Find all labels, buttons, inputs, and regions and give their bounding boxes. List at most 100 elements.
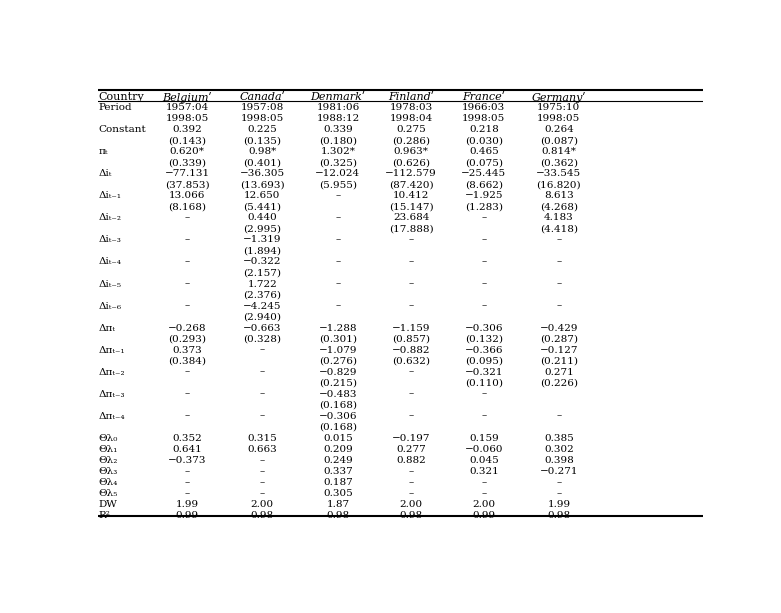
Text: –: – <box>259 455 265 465</box>
Text: 0.337: 0.337 <box>323 466 353 476</box>
Text: 1998:05: 1998:05 <box>166 114 209 123</box>
Text: (0.301): (0.301) <box>319 335 357 343</box>
Text: 4.183: 4.183 <box>544 213 574 223</box>
Text: Θλ₁: Θλ₁ <box>99 444 118 454</box>
Text: (0.401): (0.401) <box>243 158 281 167</box>
Text: (0.215): (0.215) <box>319 379 357 387</box>
Text: 1.87: 1.87 <box>326 500 349 509</box>
Text: 1.302*: 1.302* <box>320 147 355 156</box>
Text: 1998:04: 1998:04 <box>390 114 433 123</box>
Text: –: – <box>408 235 414 245</box>
Text: –: – <box>556 235 562 245</box>
Text: 0.99: 0.99 <box>176 511 199 520</box>
Text: (17.888): (17.888) <box>389 224 433 234</box>
Text: Θλ₃: Θλ₃ <box>99 466 118 476</box>
Text: DW: DW <box>99 500 118 509</box>
Text: Germanyʹ: Germanyʹ <box>532 92 586 103</box>
Text: Θλ₄: Θλ₄ <box>99 478 118 487</box>
Text: −0.429: −0.429 <box>540 324 578 333</box>
Text: 0.98: 0.98 <box>400 511 423 520</box>
Text: 1957:04: 1957:04 <box>166 104 209 112</box>
Text: (0.325): (0.325) <box>319 158 357 167</box>
Text: 0.373: 0.373 <box>173 346 202 354</box>
Text: −25.445: −25.445 <box>462 169 506 178</box>
Text: –: – <box>481 235 487 245</box>
Text: –: – <box>184 302 190 311</box>
Text: (1.283): (1.283) <box>465 202 503 211</box>
Text: (5.955): (5.955) <box>319 180 357 189</box>
Text: −0.829: −0.829 <box>319 368 357 376</box>
Text: (0.087): (0.087) <box>540 136 578 145</box>
Text: 0.465: 0.465 <box>469 147 498 156</box>
Text: 0.963*: 0.963* <box>394 147 429 156</box>
Text: −36.305: −36.305 <box>240 169 285 178</box>
Text: (0.339): (0.339) <box>168 158 206 167</box>
Text: −33.545: −33.545 <box>537 169 581 178</box>
Text: (87.420): (87.420) <box>389 180 433 189</box>
Text: –: – <box>556 489 562 498</box>
Text: Δπₜ₋₁: Δπₜ₋₁ <box>99 346 126 354</box>
Text: (2.376): (2.376) <box>243 291 281 300</box>
Text: 2.00: 2.00 <box>473 500 495 509</box>
Text: 0.339: 0.339 <box>323 125 353 134</box>
Text: (37.853): (37.853) <box>165 180 209 189</box>
Text: –: – <box>335 257 341 267</box>
Text: (2.995): (2.995) <box>243 224 281 234</box>
Text: –: – <box>259 346 265 354</box>
Text: (0.287): (0.287) <box>540 335 578 343</box>
Text: 0.663: 0.663 <box>248 444 277 454</box>
Text: 13.066: 13.066 <box>169 191 205 200</box>
Text: –: – <box>335 235 341 245</box>
Text: −0.127: −0.127 <box>540 346 578 354</box>
Text: 0.277: 0.277 <box>396 444 426 454</box>
Text: –: – <box>556 280 562 289</box>
Text: Belgiumʹ: Belgiumʹ <box>162 92 212 103</box>
Text: (4.268): (4.268) <box>540 202 578 211</box>
Text: 1998:05: 1998:05 <box>241 114 284 123</box>
Text: −1.079: −1.079 <box>319 346 357 354</box>
Text: (0.095): (0.095) <box>465 357 503 365</box>
Text: 0.187: 0.187 <box>323 478 353 487</box>
Text: (0.075): (0.075) <box>465 158 503 167</box>
Text: (0.168): (0.168) <box>319 423 357 432</box>
Text: 1975:10: 1975:10 <box>537 104 580 112</box>
Text: Denmarkʹ: Denmarkʹ <box>310 92 366 102</box>
Text: –: – <box>481 478 487 487</box>
Text: –: – <box>556 412 562 421</box>
Text: Δiₜ₋₃: Δiₜ₋₃ <box>99 235 122 245</box>
Text: 0.264: 0.264 <box>544 125 574 134</box>
Text: 0.98: 0.98 <box>547 511 570 520</box>
Text: –: – <box>259 466 265 476</box>
Text: –: – <box>481 390 487 398</box>
Text: (0.030): (0.030) <box>465 136 503 145</box>
Text: −0.268: −0.268 <box>168 324 206 333</box>
Text: Θλ₀: Θλ₀ <box>99 434 118 443</box>
Text: Δπₜ: Δπₜ <box>99 324 116 333</box>
Text: 1.722: 1.722 <box>248 280 277 289</box>
Text: Δiₜ₋₄: Δiₜ₋₄ <box>99 257 122 267</box>
Text: (0.293): (0.293) <box>168 335 206 343</box>
Text: 10.412: 10.412 <box>393 191 430 200</box>
Text: Δiₜ₋₅: Δiₜ₋₅ <box>99 280 122 289</box>
Text: 0.882: 0.882 <box>396 455 426 465</box>
Text: Constant: Constant <box>99 125 147 134</box>
Text: –: – <box>184 466 190 476</box>
Text: R²: R² <box>99 511 111 520</box>
Text: –: – <box>408 368 414 376</box>
Text: –: – <box>408 390 414 398</box>
Text: (0.384): (0.384) <box>168 357 206 365</box>
Text: –: – <box>335 191 341 200</box>
Text: (0.226): (0.226) <box>540 379 578 387</box>
Text: 1966:03: 1966:03 <box>462 104 505 112</box>
Text: –: – <box>408 412 414 421</box>
Text: 0.275: 0.275 <box>396 125 426 134</box>
Text: –: – <box>184 235 190 245</box>
Text: –: – <box>408 302 414 311</box>
Text: (1.894): (1.894) <box>243 246 281 256</box>
Text: –: – <box>259 390 265 398</box>
Text: (8.662): (8.662) <box>465 180 503 189</box>
Text: −4.245: −4.245 <box>243 302 281 311</box>
Text: 0.015: 0.015 <box>323 434 353 443</box>
Text: 0.302: 0.302 <box>544 444 574 454</box>
Text: Finlandʹ: Finlandʹ <box>388 92 434 102</box>
